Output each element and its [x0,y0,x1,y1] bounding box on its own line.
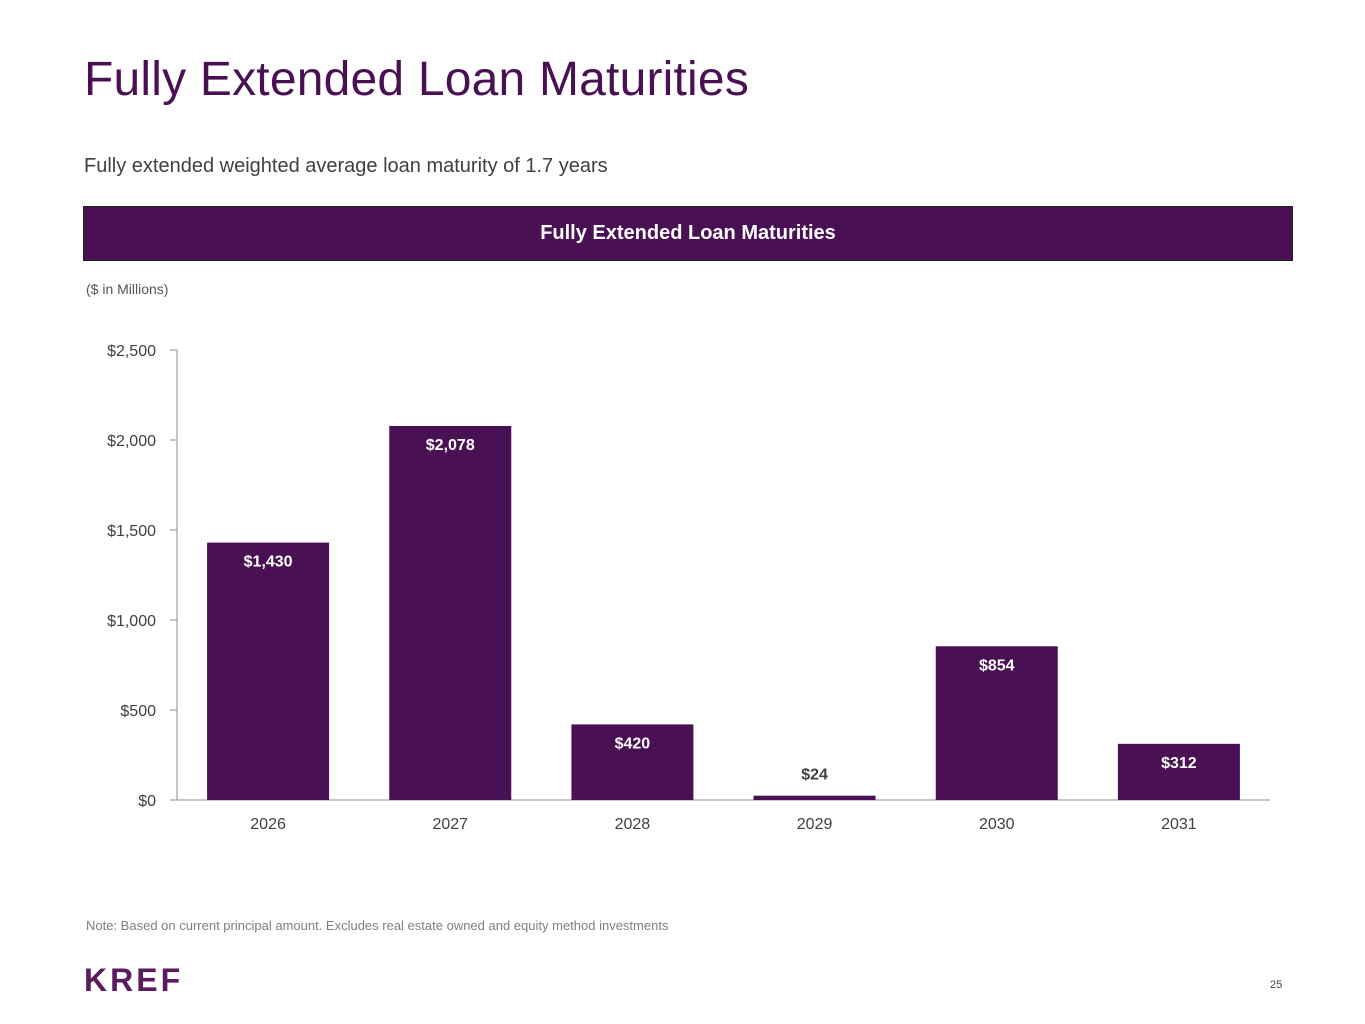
bar-2030 [935,646,1058,800]
chart-banner: Fully Extended Loan Maturities [83,206,1293,261]
chart-banner-title: Fully Extended Loan Maturities [540,222,836,244]
bar-2028 [571,724,694,800]
y-tick-label: $2,500 [107,343,156,360]
x-tick-label: 2029 [797,816,833,833]
data-label: $420 [615,735,651,752]
bar-2031 [1117,743,1240,800]
footnote: Note: Based on current principal amount.… [86,918,669,933]
x-tick-label: 2028 [615,816,651,833]
data-label: $24 [801,767,828,784]
y-tick-label: $500 [120,703,156,720]
kref-logo: KREF [84,962,204,1007]
bar-2027 [389,425,512,800]
y-tick-label: $2,000 [107,433,156,450]
logo-text: KREF [84,962,183,998]
x-tick-label: 2026 [250,816,286,833]
page-number: 25 [1270,979,1283,991]
data-label: $1,430 [244,554,293,571]
page-subtitle: Fully extended weighted average loan mat… [84,155,608,177]
x-tick-label: 2027 [432,816,468,833]
x-tick-label: 2030 [979,816,1015,833]
units-label: ($ in Millions) [86,281,169,297]
y-tick-label: $0 [138,793,156,810]
page-title: Fully Extended Loan Maturities [84,53,750,106]
x-tick-label: 2031 [1161,816,1197,833]
bar-2029 [753,795,876,800]
data-label: $312 [1161,755,1197,772]
y-tick-label: $1,000 [107,613,156,630]
kref-logo-mark: KREF [84,962,183,998]
data-label: $2,078 [426,437,475,454]
bar-2026 [207,542,330,800]
data-label: $854 [979,657,1015,674]
y-tick-label: $1,500 [107,523,156,540]
